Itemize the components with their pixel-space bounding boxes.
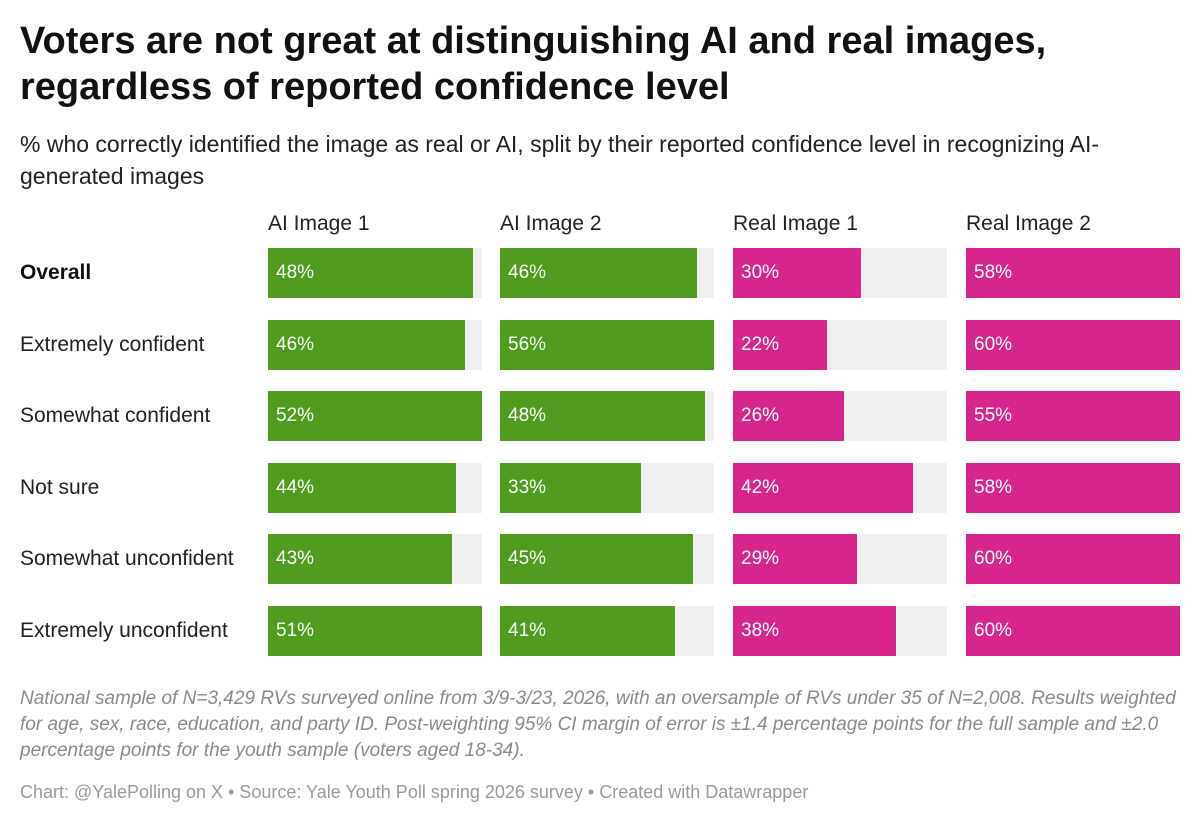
value-label: 55% <box>974 405 1013 426</box>
bar <box>268 462 457 513</box>
bar <box>733 319 828 370</box>
bar-track: 56% <box>500 319 714 370</box>
bar <box>733 605 896 656</box>
column-header: AI Image 1 <box>268 212 370 235</box>
column-header: Real Image 1 <box>733 212 858 235</box>
bar <box>966 248 1180 298</box>
bar <box>966 462 1180 513</box>
bar-track: 48% <box>268 248 482 298</box>
bar-track: 29% <box>733 534 947 584</box>
value-label: 44% <box>276 476 315 498</box>
bar-track: 43% <box>268 534 482 584</box>
bar-track: 46% <box>500 248 714 298</box>
bar <box>268 534 453 584</box>
value-label: 38% <box>741 619 780 641</box>
value-label: 52% <box>276 405 315 426</box>
value-label: 41% <box>508 619 547 641</box>
bar <box>966 534 1180 584</box>
bar <box>733 391 845 441</box>
value-label: 48% <box>508 405 547 426</box>
chart-subtitle: % who correctly identified the image as … <box>20 131 1100 189</box>
bar-track: 46% <box>268 319 482 370</box>
row-label: Extremely unconfident <box>20 618 228 642</box>
value-label: 60% <box>974 619 1013 641</box>
bar-track: 55% <box>966 391 1180 441</box>
row-label: Somewhat confident <box>20 404 211 427</box>
bar-track: 45% <box>500 534 714 584</box>
row-label: Somewhat unconfident <box>20 547 234 570</box>
value-label: 33% <box>508 476 547 498</box>
value-label: 29% <box>741 548 780 569</box>
value-label: 48% <box>276 262 315 283</box>
bar-track: 41% <box>500 605 714 656</box>
bar <box>500 391 706 441</box>
value-label: 43% <box>276 548 315 569</box>
bar <box>733 462 913 513</box>
bar-track: 26% <box>733 391 947 441</box>
chart-credit: Chart: @YalePolling on X • Source: Yale … <box>20 782 809 802</box>
value-label: 22% <box>741 333 780 355</box>
bar <box>500 534 693 584</box>
bar-track: 33% <box>500 462 714 513</box>
bar <box>966 391 1180 441</box>
value-label: 51% <box>276 619 315 641</box>
value-label: 46% <box>508 262 547 283</box>
bar <box>733 534 858 584</box>
bar-track: 44% <box>268 462 482 513</box>
row-label: Not sure <box>20 475 100 499</box>
bar-chart: AI Image 1 AI Image 2 Real Image 1 Real Ima… <box>0 200 1200 670</box>
column-header: Real Image 2 <box>966 212 1091 235</box>
bar <box>268 248 474 298</box>
value-label: 58% <box>974 476 1013 498</box>
value-label: 58% <box>974 262 1013 283</box>
bar-track: 58% <box>966 462 1180 513</box>
value-label: 60% <box>974 548 1013 569</box>
bar-track: 60% <box>966 319 1180 370</box>
bar <box>500 248 697 298</box>
bar <box>500 319 714 370</box>
row-label: Extremely confident <box>20 332 205 356</box>
row-label: Overall <box>20 261 92 284</box>
column-header: AI Image 2 <box>500 212 602 235</box>
bar-track: 38% <box>733 605 947 656</box>
bar-track: 22% <box>733 319 947 370</box>
bar <box>268 319 465 370</box>
bar-track: 42% <box>733 462 947 513</box>
value-label: 45% <box>508 548 547 569</box>
value-label: 56% <box>508 333 547 355</box>
bar <box>966 319 1180 370</box>
chart-title: Voters are not great at distinguishing A… <box>20 20 1047 108</box>
bar-track: 30% <box>733 248 947 298</box>
bar <box>733 248 862 298</box>
value-label: 60% <box>974 333 1013 355</box>
bar <box>268 605 482 656</box>
bar-track: 51% <box>268 605 482 656</box>
value-label: 26% <box>741 405 780 426</box>
bar <box>500 462 642 513</box>
bar-track: 58% <box>966 248 1180 298</box>
bar-track: 52% <box>268 391 482 441</box>
bar <box>966 605 1180 656</box>
bar-track: 60% <box>966 605 1180 656</box>
value-label: 42% <box>741 476 780 498</box>
bar-track: 60% <box>966 534 1180 584</box>
chart-footnote: National sample of N=3,429 RVs surveyed … <box>20 688 1176 761</box>
bar <box>500 605 676 656</box>
bar-track: 48% <box>500 391 714 441</box>
bar <box>268 391 482 441</box>
value-label: 30% <box>741 262 780 283</box>
value-label: 46% <box>276 333 315 355</box>
